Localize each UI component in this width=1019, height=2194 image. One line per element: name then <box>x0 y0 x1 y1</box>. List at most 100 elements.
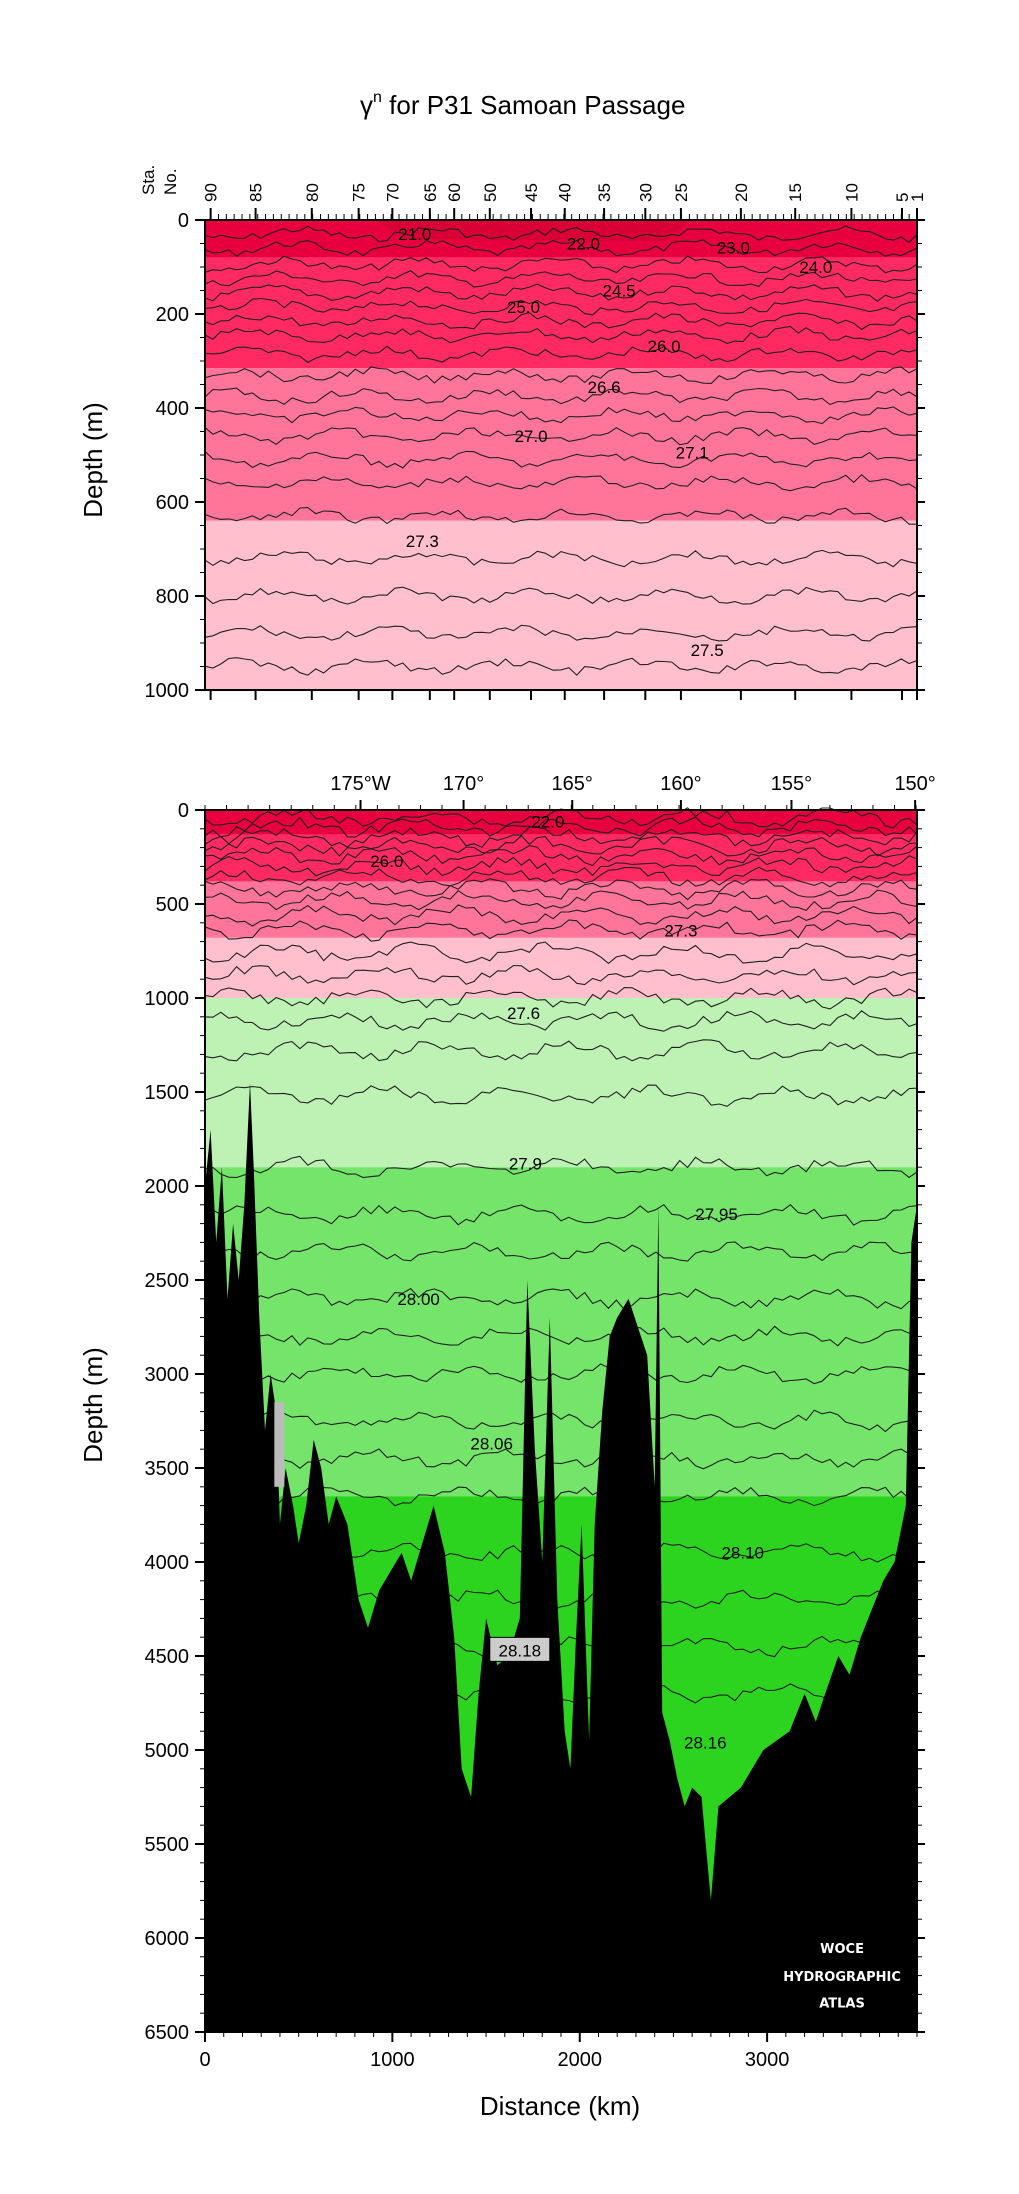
lower-ytick-label-9: 4500 <box>145 1646 190 1668</box>
station-label-9: 40 <box>556 183 575 202</box>
lower-contour-label-9: 28.18 <box>499 1641 542 1660</box>
watermark-line-0: WOCE <box>820 1942 864 1957</box>
lower-ytick-label-4: 2000 <box>145 1176 190 1198</box>
upper-ytick-label-3: 600 <box>156 492 189 514</box>
lower-contour-18 <box>204 1203 918 1226</box>
upper-contour-label-5: 25.0 <box>507 298 540 317</box>
xtick-label-2: 2000 <box>557 2049 602 2071</box>
watermark-line-2: ATLAS <box>819 1997 865 2012</box>
lower-contour-label-6: 28.00 <box>397 1290 440 1309</box>
upper-contour-5 <box>204 297 918 316</box>
station-label-10: 35 <box>595 183 614 202</box>
lon-label-4: 155° <box>771 773 812 795</box>
upper-contour-18 <box>204 624 918 642</box>
xtick-label-3: 3000 <box>745 2049 790 2071</box>
lower-contour-label-10: 28.16 <box>684 1733 727 1752</box>
station-axis-title: Sta. No. <box>139 160 180 195</box>
upper-contour-11 <box>204 406 918 425</box>
lower-ytick-label-11: 5500 <box>145 1834 190 1856</box>
lower-contour-2 <box>204 826 918 848</box>
upper-contour-label-7: 26.6 <box>588 378 621 397</box>
lower-contour-6 <box>204 866 918 888</box>
lower-contour-8 <box>204 889 918 912</box>
station-label-5: 65 <box>421 183 440 202</box>
upper-ytick-label-5: 1000 <box>145 680 190 702</box>
upper-contour-label-9: 27.1 <box>676 444 709 463</box>
upper-contour-4 <box>204 283 918 302</box>
chart-title-rest: for P31 Samoan Passage <box>382 90 686 120</box>
lower-contour-23 <box>204 1409 918 1433</box>
upper-contour-16 <box>204 549 918 568</box>
upper-contour-6 <box>204 312 918 331</box>
chart-title-gamma: γ <box>360 90 373 120</box>
lower-contour-20 <box>204 1287 918 1311</box>
upper-contour-label-6: 26.0 <box>648 337 681 356</box>
lower-contour-16 <box>204 1084 918 1107</box>
lower-ytick-label-12: 6000 <box>145 1928 190 1950</box>
lower-ytick-label-1: 500 <box>156 894 189 916</box>
upper-contour-13 <box>204 450 918 469</box>
upper-contour-2 <box>204 255 918 274</box>
lower-contour-5 <box>204 855 918 877</box>
station-label-1: 85 <box>247 183 266 202</box>
lower-ytick-label-5: 2500 <box>145 1270 190 1292</box>
lower-y-axis-title: Depth (m) <box>78 1347 108 1463</box>
upper-band-2 <box>205 368 917 521</box>
woce-watermark: WOCE HYDROGRAPHIC ATLAS <box>783 1942 901 2012</box>
upper-color-bands <box>205 220 917 690</box>
upper-contour-15 <box>204 507 917 525</box>
lower-contour-label-3: 27.6 <box>507 1004 540 1023</box>
upper-band-3 <box>205 520 917 690</box>
upper-contour-17 <box>204 586 918 605</box>
upper-y-axis-title: Depth (m) <box>78 402 108 518</box>
upper-contour-labels: 21.0 22.0 23.0 24.0 24.5 25.0 26.0 26.6 27.0 27.1… <box>398 225 832 660</box>
upper-ytick-label-2: 400 <box>156 398 189 420</box>
lon-label-1: 170° <box>443 773 484 795</box>
upper-contour-label-11: 27.5 <box>691 641 724 660</box>
lower-contour-9 <box>204 904 918 927</box>
lower-contour-label-2: 27.3 <box>664 921 697 940</box>
station-label-14: 15 <box>786 183 805 202</box>
lower-panel: 0 500 1000 1500 2000 2500 3000 3500 4000 4500 5000… <box>145 773 936 2071</box>
lower-band-2 <box>205 881 917 938</box>
station-label-17: 1 <box>908 193 927 202</box>
lower-contour-24 <box>204 1447 918 1470</box>
lower-contour-11 <box>204 941 918 965</box>
upper-contour-10 <box>204 387 918 406</box>
lon-label-3: 160° <box>660 773 701 795</box>
station-label-2: 80 <box>303 183 322 202</box>
lon-label-5: 150° <box>894 773 935 795</box>
upper-contour-label-10: 27.3 <box>406 532 439 551</box>
lower-contour-21 <box>204 1325 918 1347</box>
upper-contour-label-1: 22.0 <box>567 235 600 254</box>
lower-contour-10 <box>204 919 918 942</box>
lower-band-0 <box>205 810 917 835</box>
upper-panel: 0 200 400 600 800 1000 90 85 80 75 70 65 60 50 45 40 35 3… <box>145 183 928 702</box>
x-axis-title: Distance (km) <box>480 2091 640 2121</box>
lower-contour-14 <box>204 1010 918 1032</box>
upper-contour-lines <box>204 225 918 676</box>
lower-ytick-label-6: 3000 <box>145 1364 190 1386</box>
upper-contour-7 <box>204 325 918 344</box>
lower-contour-22 <box>204 1363 918 1385</box>
lon-label-2: 165° <box>552 773 593 795</box>
upper-axes: 0 200 400 600 800 1000 90 85 80 75 70 65 60 50 45 40 35 3… <box>145 183 928 702</box>
lon-label-0: 175°W <box>330 773 390 795</box>
lower-band-5 <box>205 1167 917 1497</box>
station-label-15: 10 <box>842 183 861 202</box>
upper-contour-0 <box>204 225 918 244</box>
upper-contour-9 <box>204 366 918 384</box>
station-label-7: 50 <box>481 183 500 202</box>
upper-contour-label-0: 21.0 <box>398 225 431 244</box>
station-label-6: 60 <box>445 183 464 202</box>
seafloor <box>205 1082 917 2032</box>
chart-title: γn for P31 Samoan Passage <box>360 89 685 120</box>
lower-contour-19 <box>204 1241 918 1262</box>
lower-contour-7 <box>204 878 918 901</box>
upper-contour-8 <box>204 345 918 363</box>
upper-ytick-label-1: 200 <box>156 304 189 326</box>
lower-contour-3 <box>204 834 918 857</box>
upper-ytick-label-0: 0 <box>178 210 189 232</box>
seafloor-grey-patch <box>274 1402 285 1487</box>
